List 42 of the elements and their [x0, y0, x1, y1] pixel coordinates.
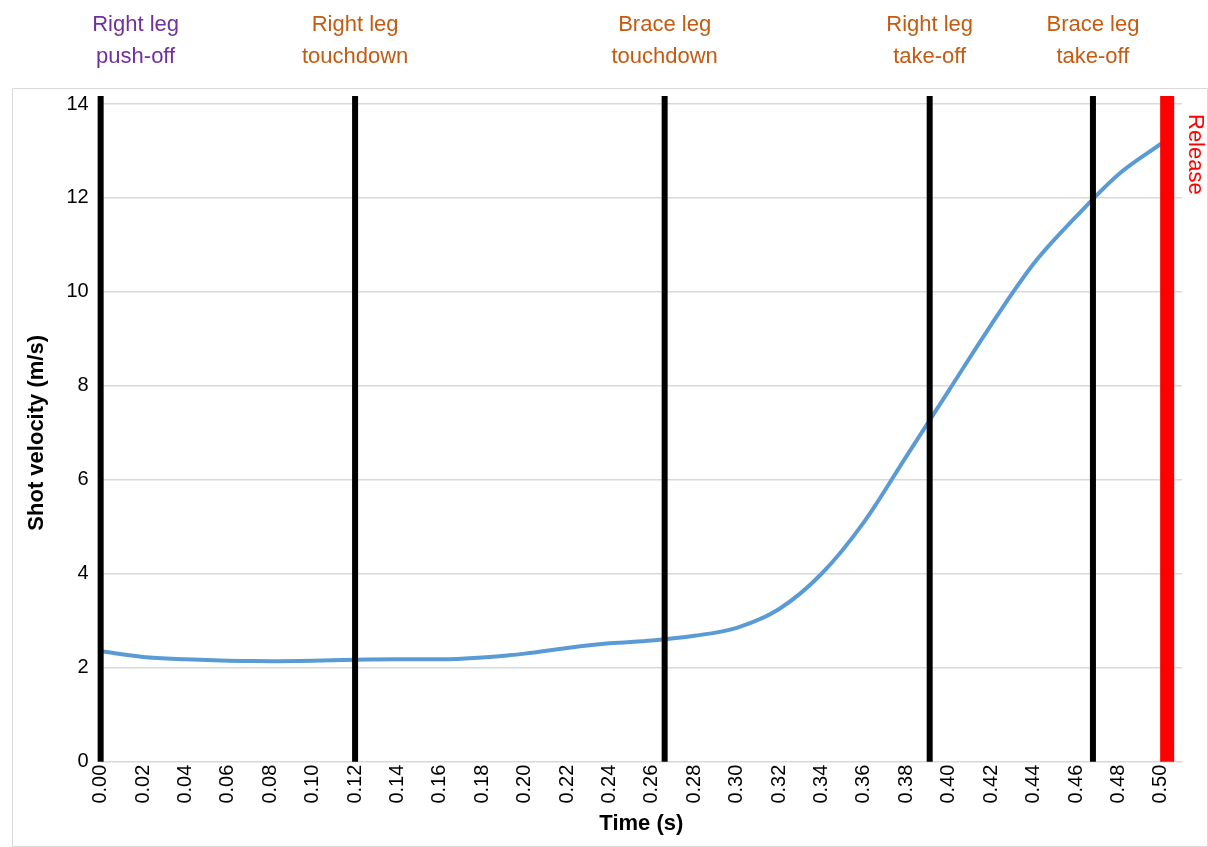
y-axis-title: Shot velocity (m/s) — [23, 335, 49, 531]
ref-line-label: Release — [1184, 114, 1208, 195]
x-tick-label: 0.26 — [639, 764, 662, 804]
x-tick-label: 0.14 — [385, 764, 407, 804]
x-tick-label: 0.16 — [427, 764, 450, 804]
x-tick-label: 0.42 — [978, 764, 1001, 804]
y-tick-label: 0 — [77, 749, 89, 772]
ref-line-label: Brace leg touchdown — [611, 11, 718, 69]
x-tick-label: 0.02 — [130, 764, 153, 804]
x-tick-label: 0.38 — [893, 764, 916, 804]
x-tick-label: 0.08 — [257, 764, 280, 804]
y-tick-label: 6 — [77, 467, 89, 490]
y-tick-label: 14 — [66, 91, 89, 114]
x-tick-label: 0.00 — [88, 764, 111, 804]
x-tick-label: 0.06 — [215, 764, 238, 804]
y-tick-label: 4 — [77, 561, 89, 584]
x-tick-label: 0.40 — [936, 764, 959, 804]
x-tick-label: 0.28 — [681, 764, 704, 804]
x-axis-title: Time (s) — [599, 809, 684, 835]
ref-line-label: Right leg push-off — [92, 11, 180, 69]
x-tick-label: 0.44 — [1021, 764, 1044, 804]
ref-line-label: Brace leg take-off — [1046, 11, 1140, 69]
x-tick-label: 0.24 — [597, 764, 620, 804]
x-tick-label: 0.10 — [300, 764, 323, 804]
y-tick-label: 10 — [66, 279, 89, 302]
x-tick-label: 0.30 — [724, 764, 747, 804]
x-tick-label: 0.22 — [554, 764, 577, 804]
x-tick-label: 0.20 — [512, 764, 535, 804]
ref-line-label: Right leg take-off — [886, 11, 974, 69]
y-tick-label: 12 — [66, 185, 89, 208]
x-tick-label: 0.04 — [172, 764, 195, 804]
x-tick-label: 0.34 — [809, 764, 832, 804]
x-tick-label: 0.32 — [766, 764, 789, 804]
x-tick-label: 0.48 — [1105, 764, 1128, 804]
y-tick-label: 8 — [77, 373, 89, 396]
x-tick-label: 0.36 — [851, 764, 874, 804]
x-tick-label: 0.50 — [1148, 764, 1171, 804]
x-tick-label: 0.12 — [342, 764, 365, 804]
y-tick-label: 2 — [77, 655, 89, 678]
x-tick-label: 0.46 — [1063, 764, 1086, 804]
x-tick-label: 0.18 — [469, 764, 492, 804]
ref-line-label: Right leg touchdown — [301, 11, 409, 69]
